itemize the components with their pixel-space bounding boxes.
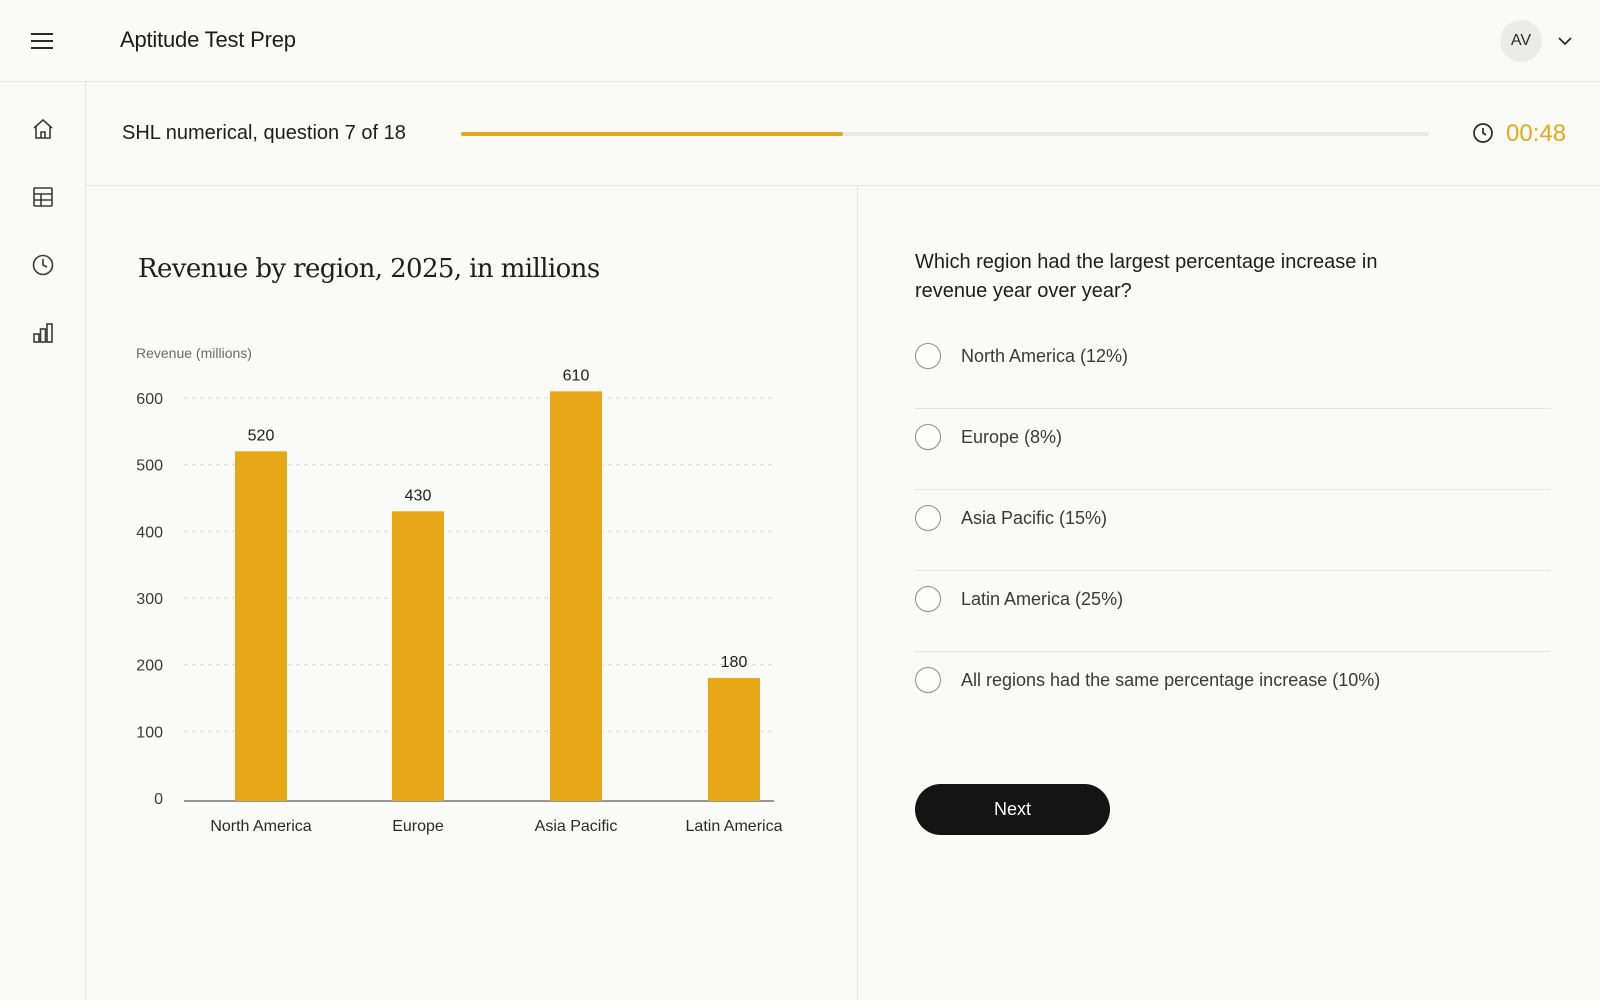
question-panel: Which region had the largest percentage … <box>858 186 1600 1000</box>
answer-option[interactable]: North America (12%) <box>915 328 1551 409</box>
chevron-down-icon[interactable] <box>1555 31 1575 51</box>
y-tick-label: 500 <box>136 458 163 475</box>
y-tick-label: 200 <box>136 658 163 675</box>
progress-bar-fill <box>461 132 844 136</box>
table-icon[interactable] <box>26 180 60 214</box>
question-text: Which region had the largest percentage … <box>915 251 1378 302</box>
data-label: 430 <box>405 487 432 504</box>
y-tick-label: 400 <box>136 524 163 541</box>
y-tick-label: 600 <box>136 391 163 408</box>
data-label: 610 <box>563 367 590 384</box>
bar-north-america <box>235 451 287 801</box>
answer-option-label: Latin America (25%) <box>961 589 1124 609</box>
timer: 00:48 <box>1506 120 1567 147</box>
answer-option[interactable]: All regions had the same percentage incr… <box>915 652 1551 733</box>
data-label: 520 <box>248 427 275 444</box>
x-tick-label: Latin America <box>686 818 783 835</box>
data-label: 180 <box>721 654 748 671</box>
x-tick-label: Europe <box>392 818 444 835</box>
y-tick-label: 300 <box>136 591 163 608</box>
stats-icon[interactable] <box>26 316 60 350</box>
x-tick-label: North America <box>210 818 311 835</box>
history-icon[interactable] <box>26 248 60 282</box>
radio-button[interactable] <box>915 586 941 612</box>
top-bar: Aptitude Test Prep AV <box>0 0 1600 82</box>
chart-title: Revenue by region, 2025, in millions <box>138 254 600 284</box>
timer-icon <box>1471 121 1495 145</box>
answer-options: North America (12%) Europe (8%) Asia Pac… <box>915 328 1551 733</box>
y-axis-label: Revenue (millions) <box>136 345 252 361</box>
bar-chart: Revenue (millions) 0 100 200 300 400 500 600 520… <box>136 345 783 835</box>
home-icon[interactable] <box>26 112 60 146</box>
y-tick-label: 0 <box>154 791 163 808</box>
bar-europe <box>392 511 444 801</box>
radio-button[interactable] <box>915 343 941 369</box>
y-tick-label: 100 <box>136 724 163 741</box>
radio-button[interactable] <box>915 424 941 450</box>
answer-option[interactable]: Europe (8%) <box>915 409 1551 490</box>
answer-option-label: Asia Pacific (15%) <box>961 508 1108 528</box>
sidebar <box>0 82 86 1000</box>
x-tick-label: Asia Pacific <box>535 818 618 835</box>
chart-panel: Revenue by region, 2025, in millions Rev… <box>86 186 858 1000</box>
bar-latin-america <box>708 678 760 801</box>
progress-header: SHL numerical, question 7 of 18 00:48 <box>86 82 1600 186</box>
bar-asia-pacific <box>550 391 602 801</box>
answer-option-label: Europe (8%) <box>961 427 1063 447</box>
menu-icon[interactable] <box>24 24 60 58</box>
answer-option[interactable]: Latin America (25%) <box>915 571 1551 652</box>
avatar[interactable]: AV <box>1500 20 1542 62</box>
app-title: Aptitude Test Prep <box>120 27 296 52</box>
answer-option[interactable]: Asia Pacific (15%) <box>915 490 1551 571</box>
radio-button[interactable] <box>915 667 941 693</box>
radio-button[interactable] <box>915 505 941 531</box>
progress-bar <box>461 132 1429 136</box>
next-button[interactable]: Next <box>915 784 1110 835</box>
answer-option-label: All regions had the same percentage incr… <box>961 670 1381 690</box>
question-counter: SHL numerical, question 7 of 18 <box>122 122 406 144</box>
answer-option-label: North America (12%) <box>961 346 1129 366</box>
